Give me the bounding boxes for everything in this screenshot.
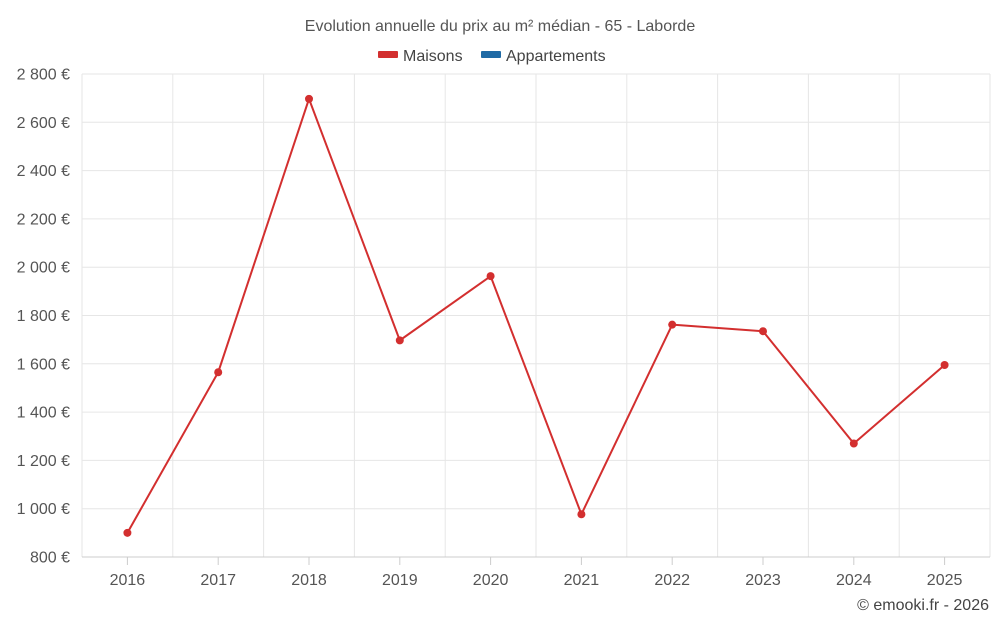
y-axis-ticks: 800 € 1 000 € 1 200 € 1 400 € 1 600 € 1 800 €… [17,67,70,567]
legend-item-maisons[interactable]: Maisons [378,48,463,65]
y-tick-label: 2 800 € [17,67,70,84]
series-line [126,97,946,534]
chart-title: Evolution annuelle du prix au m² médian … [305,18,696,35]
legend-swatch-appartements [481,51,501,58]
x-tick-label: 2018 [291,572,327,589]
y-tick-label: 2 400 € [17,163,70,180]
data-point[interactable] [668,320,677,329]
x-tick-label: 2024 [836,572,872,589]
y-tick-label: 800 € [30,550,70,567]
data-point[interactable] [214,368,223,377]
x-tick-label: 2016 [110,572,146,589]
x-grid [81,74,991,557]
x-tick-label: 2023 [745,572,781,589]
x-tick-label: 2017 [200,572,236,589]
y-tick-label: 2 600 € [17,115,70,132]
x-tick-label: 2021 [564,572,600,589]
y-tick-label: 2 200 € [17,211,70,228]
data-point[interactable] [940,361,949,370]
y-tick-label: 1 600 € [17,356,70,373]
x-tick-label: 2019 [382,572,418,589]
credit-text: © emooki.fr - 2026 [857,597,989,614]
y-tick-label: 1 000 € [17,501,70,518]
x-axis-ticks: 2016 2017 2018 2019 2020 2021 2022 2023 2024 2025 [110,557,963,589]
legend[interactable]: Maisons Appartements [378,48,606,65]
data-point[interactable] [486,272,495,281]
y-tick-label: 1 200 € [17,453,70,470]
data-point[interactable] [759,327,767,336]
y-tick-label: 1 400 € [17,405,70,422]
legend-label-maisons: Maisons [403,48,463,65]
data-point[interactable] [395,336,404,345]
series-maisons [123,94,949,537]
y-tick-label: 2 000 € [17,260,70,277]
x-tick-label: 2025 [927,572,963,589]
y-tick-label: 1 800 € [17,308,70,325]
legend-item-appartements[interactable]: Appartements [481,48,606,65]
data-point[interactable] [123,528,132,537]
legend-swatch-maisons [378,51,398,58]
data-point[interactable] [577,510,586,519]
legend-label-appartements: Appartements [506,48,606,65]
x-tick-label: 2020 [473,572,509,589]
data-point[interactable] [849,439,858,448]
x-tick-label: 2022 [654,572,690,589]
data-point[interactable] [305,94,313,103]
